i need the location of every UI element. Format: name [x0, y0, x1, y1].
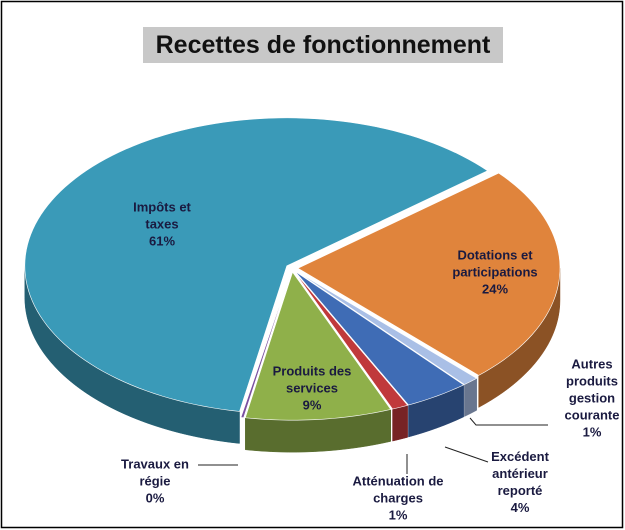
leader-lines [198, 417, 548, 474]
leader-line [469, 417, 548, 426]
slice-side [464, 377, 477, 417]
data-label: Travaux en régie 0% [115, 456, 195, 507]
slice [244, 271, 392, 421]
slice-value: 1% [388, 507, 408, 523]
slice [295, 271, 465, 406]
slice-name: Dotations et participations [452, 247, 538, 280]
leader-line [444, 446, 489, 463]
slice-name: Excédent antérieur reporté [491, 449, 549, 498]
slice-name: Produits des services [272, 363, 352, 396]
slice [297, 172, 561, 376]
slice-name: Travaux en régie [121, 456, 189, 489]
slice-tops [24, 117, 561, 421]
slice-value: 61% [148, 233, 176, 249]
data-label: Impôts et taxes 61% [117, 199, 207, 250]
slice-name: Atténuation de charges [352, 473, 444, 506]
data-label: Atténuation de charges 1% [343, 473, 453, 524]
slice-name: Impôts et taxes [133, 199, 191, 232]
data-label: Produits des services 9% [262, 363, 362, 414]
data-label: Dotations et participations 24% [440, 247, 550, 298]
slice [295, 270, 478, 385]
chart-title: Recettes de fonctionnement [143, 27, 503, 63]
slice-name: Autres produits gestion courante [564, 356, 620, 423]
slice-value: 1% [582, 424, 602, 440]
slice-value: 24% [481, 281, 509, 297]
slice [24, 117, 489, 412]
slice-value: 0% [145, 490, 165, 506]
slice [240, 272, 292, 419]
slice-value: 9% [302, 397, 322, 413]
slice-side [392, 404, 408, 442]
slice-value: 4% [510, 500, 530, 515]
slice [294, 271, 409, 410]
data-label: Autres produits gestion courante 1% [559, 356, 625, 441]
data-label: Excédent antérieur reporté 4% [480, 448, 560, 516]
